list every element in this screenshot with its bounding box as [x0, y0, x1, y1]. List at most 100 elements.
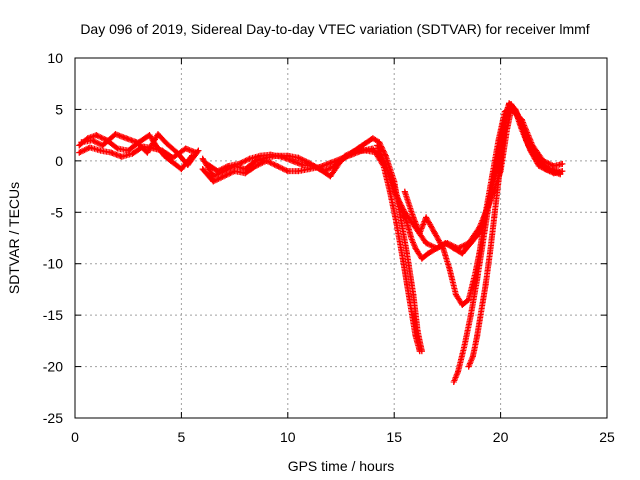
data-point: [274, 163, 281, 169]
data-point: [352, 147, 359, 154]
data-point: [220, 173, 227, 180]
data-point: [331, 163, 338, 169]
data-point: [412, 332, 419, 339]
x-tick-label: 0: [71, 429, 79, 445]
data-point: [469, 353, 476, 360]
axis-tick-labels: 0 5 10 15 20 25 -25 -20 -15 -10 -5 0 5 10: [43, 50, 615, 445]
data-point: [295, 168, 302, 175]
data-point: [416, 229, 423, 236]
data-point: [163, 140, 170, 147]
data-point: [480, 235, 487, 241]
x-tick-label: 15: [386, 429, 402, 445]
data-point: [210, 178, 217, 185]
series-pass-10: [465, 101, 562, 370]
data-point: [182, 145, 189, 152]
data-point: [450, 245, 457, 252]
data-point: [118, 153, 125, 160]
chart-title: Day 096 of 2019, Sidereal Day-to-day VTE…: [80, 21, 589, 37]
y-tick-label: 10: [47, 50, 63, 66]
data-point: [195, 147, 202, 154]
data-point: [235, 160, 242, 167]
data-point: [112, 131, 119, 138]
x-tick-label: 5: [178, 429, 186, 445]
data-point: [391, 183, 398, 190]
data-point: [203, 160, 210, 167]
data-point: [431, 229, 438, 236]
data-point: [174, 149, 181, 156]
data-point: [408, 307, 415, 313]
data-point: [508, 101, 515, 108]
data-point: [495, 178, 502, 185]
data-point: [529, 147, 536, 154]
data-point: [133, 139, 140, 146]
data-point: [418, 255, 425, 262]
data-point: [99, 142, 106, 149]
data-point: [144, 149, 151, 156]
data-point: [393, 219, 400, 226]
data-point: [97, 147, 104, 154]
data-point: [199, 166, 206, 173]
data-point: [452, 291, 459, 298]
x-tick-label: 25: [599, 429, 615, 445]
y-tick-label: 0: [55, 153, 63, 169]
data-point: [199, 155, 206, 162]
data-point: [242, 170, 249, 177]
data-point: [382, 163, 389, 169]
data-point: [252, 163, 259, 169]
data-point: [363, 147, 370, 154]
data-point: [399, 255, 406, 262]
data-point: [108, 149, 115, 156]
data-point: [401, 188, 408, 195]
plot-frame: [74, 57, 608, 419]
data-point: [467, 240, 474, 247]
axis-ticks: [74, 57, 608, 419]
data-point: [459, 301, 466, 308]
data-point: [499, 142, 506, 149]
data-point: [425, 250, 432, 257]
series-pass-8: [401, 104, 564, 308]
data-point: [450, 379, 457, 385]
data-point: [178, 166, 185, 173]
data-point: [257, 152, 264, 159]
data-point: [433, 245, 440, 252]
data-point: [146, 132, 153, 139]
data-point: [416, 348, 423, 355]
data-point: [491, 214, 498, 221]
data-point: [342, 152, 349, 159]
data-point: [403, 281, 410, 288]
data-point: [225, 163, 232, 169]
data-point: [369, 135, 376, 142]
data-marks: [76, 100, 566, 385]
data-point: [408, 235, 415, 241]
data-point: [214, 168, 221, 175]
data-point: [403, 250, 410, 257]
data-point: [503, 111, 510, 118]
data-point: [246, 155, 253, 162]
data-point: [474, 332, 481, 339]
data-point: [423, 214, 430, 221]
data-point: [310, 163, 317, 169]
data-point: [478, 307, 485, 313]
data-point: [455, 368, 462, 375]
data-point: [521, 129, 528, 136]
data-point: [123, 135, 130, 142]
data-point: [376, 139, 383, 146]
data-point: [129, 150, 136, 157]
data-point: [78, 139, 85, 146]
y-tick-label: -15: [43, 307, 63, 323]
y-axis-label: SDTVAR / TECUs: [6, 182, 22, 294]
series-pass-6: [203, 106, 566, 252]
data-point: [474, 276, 481, 283]
data-point: [184, 161, 191, 168]
data-point: [169, 154, 176, 161]
data-point: [538, 159, 545, 166]
data-point: [93, 132, 100, 139]
data-point: [374, 142, 381, 149]
data-point: [299, 161, 306, 168]
data-point: [86, 144, 93, 151]
data-point: [482, 281, 489, 288]
y-tick-label: 5: [55, 101, 63, 117]
data-point: [76, 142, 83, 149]
